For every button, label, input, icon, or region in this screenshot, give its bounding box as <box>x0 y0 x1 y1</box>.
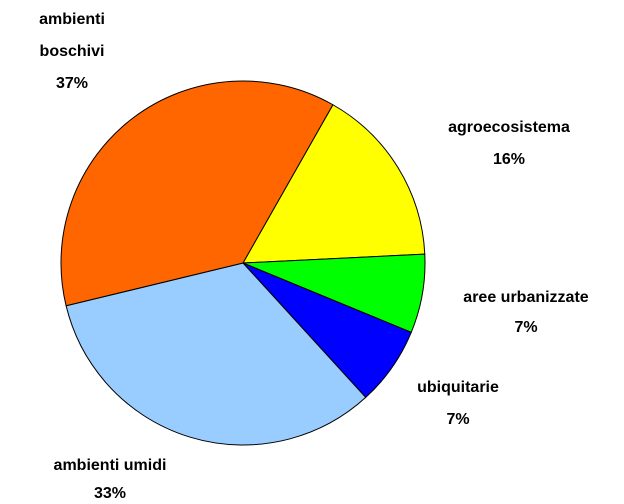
slice-label: ambienti umidi <box>54 457 167 474</box>
slice-value-label: 37% <box>56 75 88 92</box>
slice-label: agroecosistema <box>448 119 570 136</box>
slice-label: ubiquitarie <box>417 379 499 396</box>
pie-slice <box>65 262 367 446</box>
slice-value-label: 7% <box>446 411 469 428</box>
slice-value-label: 16% <box>493 151 525 168</box>
slice-value-label: 7% <box>514 319 537 336</box>
slice-label: ambienti boschivi <box>39 11 105 60</box>
pie-slice <box>242 104 426 264</box>
slice-label: aree urbanizzate <box>463 289 588 306</box>
slice-value-label: 33% <box>94 485 126 502</box>
pie-slice <box>60 80 334 307</box>
